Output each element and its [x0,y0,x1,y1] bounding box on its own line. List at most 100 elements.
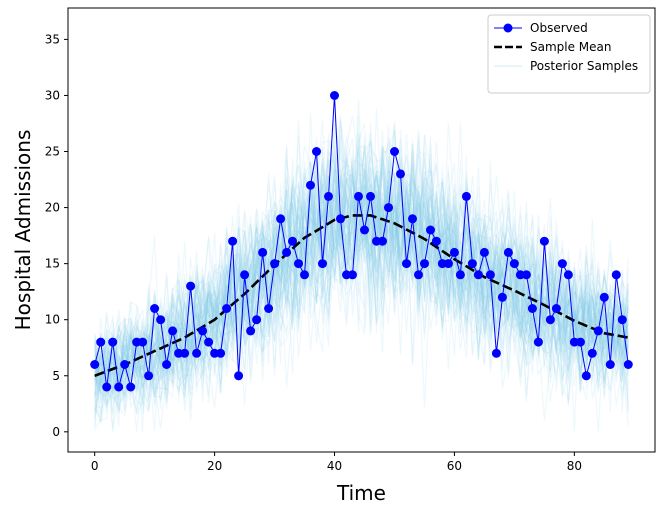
posterior-sample-line [94,169,629,386]
y-tick-label: 35 [45,32,60,46]
observed-point [617,315,627,325]
observed-point [360,225,369,235]
observed-point [593,326,603,336]
x-tick-label: 20 [207,459,222,473]
observed-point [491,348,501,358]
posterior-sample-line [94,113,629,381]
observed-point [611,270,621,280]
x-tick-label: 0 [91,459,99,473]
posterior-sample-line [94,119,629,411]
legend-label: Observed [530,21,588,35]
posterior-sample-line [94,99,629,426]
posterior-sample-line [94,130,629,402]
observed-point [234,371,244,381]
observed-point [473,270,483,280]
observed-point [102,382,112,392]
posterior-sample-line [94,157,629,394]
observed-point [270,259,280,269]
posterior-sample-line [94,154,629,396]
observed-point [180,348,190,358]
posterior-sample-line [94,127,629,395]
x-tick-label: 60 [447,459,462,473]
observed-point [503,247,513,257]
posterior-sample-line [94,150,629,427]
observed-point [294,259,303,269]
posterior-sample-line [94,137,629,400]
observed-point [551,304,561,313]
y-tick-label: 20 [45,201,60,215]
observed-point [461,191,471,201]
observed-point [378,236,387,246]
observed-point [312,147,321,156]
posterior-sample-line [94,138,629,407]
observed-point [138,337,148,347]
observed-point [108,337,118,347]
observed-point [354,191,363,201]
observed-point [336,214,345,224]
posterior-sample-line [94,145,629,413]
plot-frame [67,7,656,453]
posterior-sample-line [94,154,629,413]
posterior-sample-line [94,168,629,430]
observed-point [414,270,423,280]
posterior-sample-line [94,119,629,431]
observed-point [581,371,591,381]
posterior-sample-line [94,144,629,418]
posterior-sample-line [94,144,629,406]
observed-point [348,270,357,280]
posterior-sample-line [94,141,629,402]
observed-point [120,360,130,369]
posterior-sample-line [94,133,629,397]
observed-point [156,315,166,325]
observed-point [204,337,214,347]
observed-point [252,315,262,325]
posterior-sample-line [94,136,629,395]
observed-point [497,292,507,302]
posterior-sample-line [94,143,629,432]
observed-point [306,180,315,190]
observed-point [431,236,441,246]
observed-point [563,270,573,280]
observed-point [485,270,495,280]
posterior-sample-line [94,167,629,419]
legend-box [487,14,651,94]
observed-point [318,259,327,269]
observed-point [396,169,405,179]
posterior-sample-line [94,167,629,404]
legend: Observed Sample Mean Posterior Samples [487,14,651,94]
y-tick-label: 30 [45,88,60,102]
y-tick-label: 5 [52,369,60,383]
observed-point [288,236,297,246]
observed-point [539,236,549,246]
observed-point [599,292,609,302]
observed-point [533,337,543,347]
observed-point [449,247,459,257]
y-tick-label: 0 [52,425,60,439]
observed-point [162,360,172,369]
observed-point [282,247,292,257]
observed-point [605,360,615,369]
posterior-sample-line [94,122,629,427]
posterior-sample-line [94,164,629,394]
observed-point [192,348,202,358]
observed-point [264,304,274,313]
posterior-sample-line [94,126,629,387]
posterior-sample-line [94,108,629,409]
observed-point [150,304,160,313]
posterior-sample-line [94,153,629,413]
observed-point [408,214,417,224]
observed-point [324,191,333,201]
legend-label: Posterior Samples [530,59,638,73]
observed-point [90,360,100,369]
observed-point [276,214,286,224]
observed-point [467,259,477,269]
y-tick-label: 10 [45,313,60,327]
observed-point [330,91,339,100]
observed-point [426,225,435,235]
x-axis-ticks: 0 20 40 60 80 [91,452,582,473]
observed-point [114,382,124,392]
observed-point [246,326,256,336]
observed-point [168,326,178,336]
posterior-sample-line [94,173,629,421]
